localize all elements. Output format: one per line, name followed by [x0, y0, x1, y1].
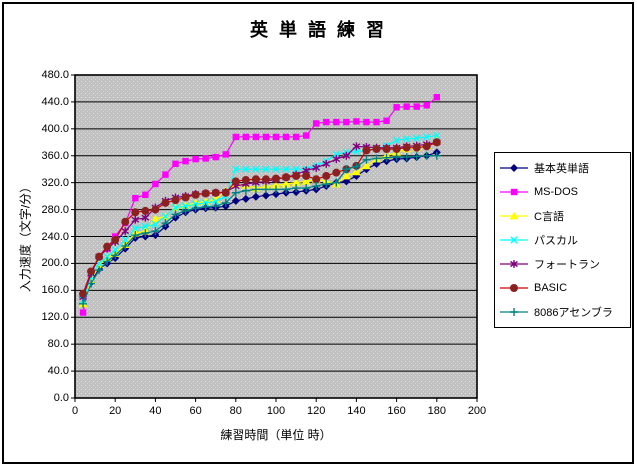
- legend-item-label: MS-DOS: [534, 186, 578, 198]
- y-tick-label: 200.0: [41, 257, 69, 270]
- y-tick-label: 320.0: [41, 176, 69, 189]
- legend-marker-icon: [500, 236, 528, 244]
- y-tick-label: 480.0: [41, 69, 69, 81]
- x-tick-label: 200: [467, 405, 487, 417]
- y-axis-title: 入力速度（文字/分）: [18, 180, 33, 293]
- legend-item: MS-DOS: [499, 180, 630, 204]
- y-tick-label: 240.0: [41, 230, 69, 243]
- x-tick-label: 100: [266, 405, 286, 417]
- legend-item-label: 8086アセンブラ: [534, 307, 613, 319]
- x-tick-label: 60: [189, 405, 202, 417]
- legend-item-label: BASIC: [534, 282, 568, 294]
- y-tick-label: 280.0: [41, 203, 69, 216]
- x-tick-label: 20: [109, 405, 122, 417]
- legend: 基本英単語 MS-DOS C言語パスカルフォートラン BASIC 8086アセンブラ: [494, 152, 631, 328]
- legend-marker-icon: [500, 284, 528, 292]
- y-tick-label: 360.0: [41, 149, 69, 162]
- legend-item-label: C言語: [534, 211, 564, 223]
- legend-item: パスカル: [499, 228, 630, 252]
- legend-item: フォートラン: [499, 252, 630, 276]
- x-tick-label: 40: [149, 405, 162, 417]
- y-tick-label: 160.0: [41, 284, 69, 297]
- legend-item: BASIC: [499, 276, 630, 300]
- y-tick-label: 40.0: [47, 365, 69, 378]
- legend-marker-icon: [500, 308, 528, 316]
- legend-marker-icon: [500, 164, 528, 172]
- legend-item-label: フォートラン: [534, 259, 600, 271]
- legend-item: 8086アセンブラ: [499, 300, 630, 324]
- legend-item-label: 基本英単語: [534, 163, 589, 175]
- legend-marker-icon: [500, 260, 528, 268]
- y-tick-label: 400.0: [41, 122, 69, 135]
- legend-item: 基本英単語: [499, 156, 630, 180]
- legend-marker-icon: [500, 188, 528, 196]
- x-tick-label: 120: [307, 405, 326, 417]
- x-tick-label: 140: [347, 405, 366, 417]
- x-tick-label: 80: [229, 405, 242, 417]
- x-tick-label: 180: [427, 405, 446, 417]
- x-tick-label: 160: [387, 405, 406, 417]
- y-tick-label: 120.0: [41, 311, 69, 324]
- legend-item: C言語: [499, 204, 630, 228]
- chart-title: 英 単 語 練 習: [249, 20, 387, 40]
- x-axis-title: 練習時間（単位 時）: [220, 428, 332, 442]
- y-tick-label: 80.0: [47, 338, 69, 351]
- y-tick-label: 440.0: [41, 95, 69, 108]
- x-tick-label: 0: [71, 405, 79, 417]
- legend-marker-icon: [500, 211, 528, 220]
- legend-item-label: パスカル: [534, 235, 578, 247]
- y-tick-label: 0.0: [53, 392, 69, 404]
